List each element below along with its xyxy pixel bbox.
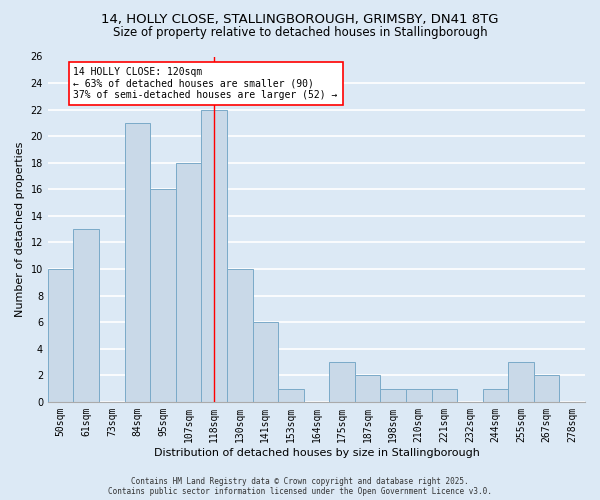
- Bar: [227, 269, 253, 402]
- Bar: [125, 123, 150, 402]
- Text: 14 HOLLY CLOSE: 120sqm
← 63% of detached houses are smaller (90)
37% of semi-det: 14 HOLLY CLOSE: 120sqm ← 63% of detached…: [73, 67, 338, 100]
- Bar: [176, 163, 202, 402]
- Bar: [329, 362, 355, 402]
- Bar: [278, 388, 304, 402]
- Text: Contains HM Land Registry data © Crown copyright and database right 2025.
Contai: Contains HM Land Registry data © Crown c…: [108, 476, 492, 496]
- Text: 14, HOLLY CLOSE, STALLINGBOROUGH, GRIMSBY, DN41 8TG: 14, HOLLY CLOSE, STALLINGBOROUGH, GRIMSB…: [101, 12, 499, 26]
- Bar: [534, 376, 559, 402]
- Text: Size of property relative to detached houses in Stallingborough: Size of property relative to detached ho…: [113, 26, 487, 39]
- Bar: [406, 388, 431, 402]
- Bar: [431, 388, 457, 402]
- Bar: [150, 190, 176, 402]
- Bar: [202, 110, 227, 402]
- Bar: [355, 376, 380, 402]
- Bar: [48, 269, 73, 402]
- Bar: [73, 229, 99, 402]
- Bar: [380, 388, 406, 402]
- Bar: [508, 362, 534, 402]
- Bar: [253, 322, 278, 402]
- X-axis label: Distribution of detached houses by size in Stallingborough: Distribution of detached houses by size …: [154, 448, 479, 458]
- Y-axis label: Number of detached properties: Number of detached properties: [15, 142, 25, 317]
- Bar: [482, 388, 508, 402]
